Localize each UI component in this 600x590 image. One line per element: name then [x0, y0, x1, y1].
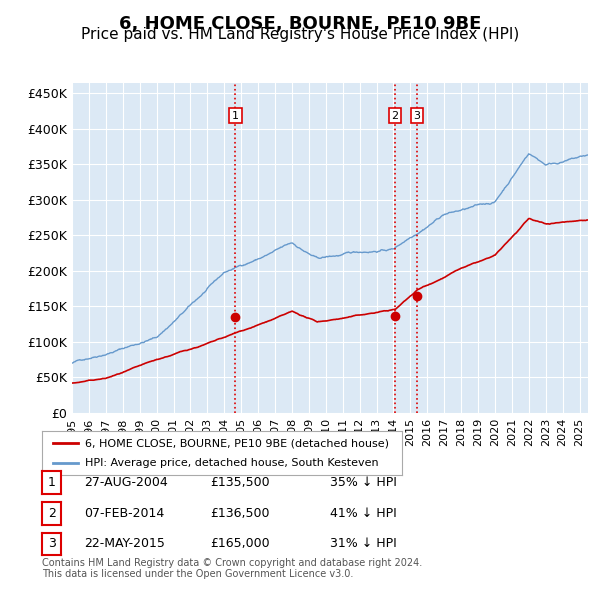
Text: 2: 2 — [47, 507, 56, 520]
Text: 22-MAY-2015: 22-MAY-2015 — [84, 537, 165, 550]
Text: £165,000: £165,000 — [210, 537, 269, 550]
Text: 1: 1 — [232, 111, 239, 120]
Text: 35% ↓ HPI: 35% ↓ HPI — [330, 476, 397, 489]
Text: HPI: Average price, detached house, South Kesteven: HPI: Average price, detached house, Sout… — [85, 458, 379, 467]
Text: 6, HOME CLOSE, BOURNE, PE10 9BE (detached house): 6, HOME CLOSE, BOURNE, PE10 9BE (detache… — [85, 438, 389, 448]
Text: 07-FEB-2014: 07-FEB-2014 — [84, 507, 164, 520]
Text: 6, HOME CLOSE, BOURNE, PE10 9BE: 6, HOME CLOSE, BOURNE, PE10 9BE — [119, 15, 481, 33]
Text: 27-AUG-2004: 27-AUG-2004 — [84, 476, 168, 489]
Text: £135,500: £135,500 — [210, 476, 269, 489]
Text: 1: 1 — [47, 476, 56, 489]
Text: £136,500: £136,500 — [210, 507, 269, 520]
Text: Contains HM Land Registry data © Crown copyright and database right 2024.
This d: Contains HM Land Registry data © Crown c… — [42, 558, 422, 579]
Text: 31% ↓ HPI: 31% ↓ HPI — [330, 537, 397, 550]
Text: 3: 3 — [413, 111, 421, 120]
Text: Price paid vs. HM Land Registry's House Price Index (HPI): Price paid vs. HM Land Registry's House … — [81, 27, 519, 41]
Text: 41% ↓ HPI: 41% ↓ HPI — [330, 507, 397, 520]
Text: 2: 2 — [392, 111, 398, 120]
Text: 3: 3 — [47, 537, 56, 550]
